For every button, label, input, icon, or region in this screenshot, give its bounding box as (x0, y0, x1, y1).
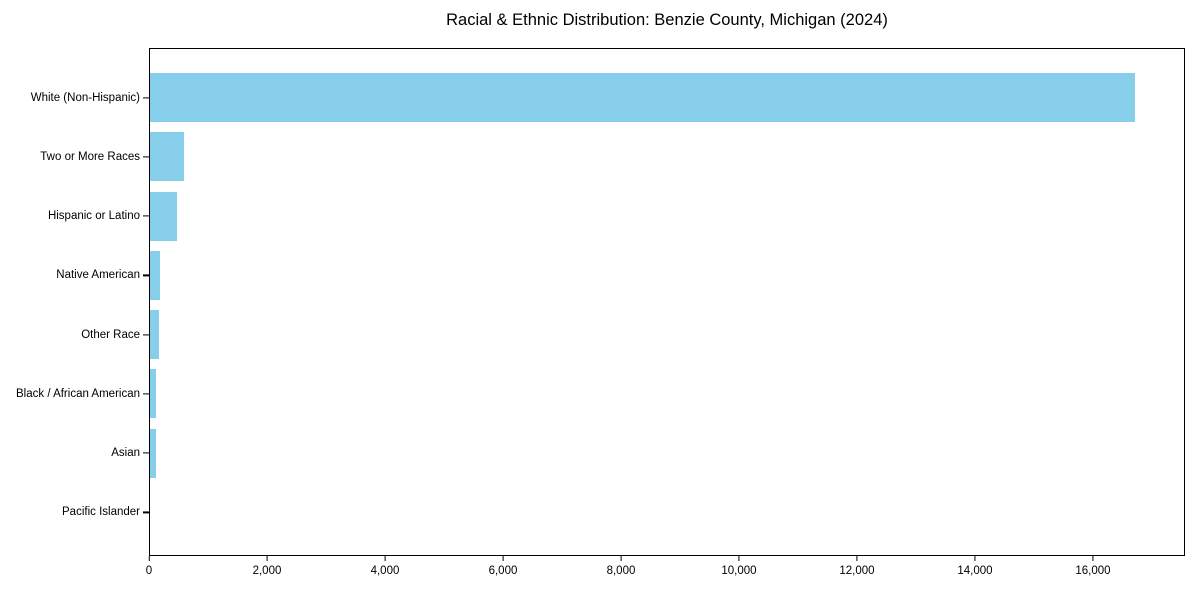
y-tick-label: White (Non-Hispanic) (30, 91, 140, 104)
x-tick-label: 16,000 (1075, 565, 1111, 577)
x-tick: 16,000 (1075, 556, 1111, 577)
y-tick-label: Native American (56, 269, 140, 282)
y-tick-label: Pacific Islander (62, 506, 140, 519)
chart-title: Racial & Ethnic Distribution: Benzie Cou… (446, 11, 888, 29)
y-tick-label: Black / African American (16, 387, 140, 400)
x-tick-label: 14,000 (957, 565, 993, 577)
bar (150, 191, 178, 241)
y-tick-mark (143, 156, 149, 158)
bars-area: White (Non-Hispanic) Two or More Races His… (16, 49, 1184, 555)
bar-row: Two or More Races (40, 127, 1184, 186)
y-tick-label: Two or More Races (40, 150, 140, 163)
x-axis: 0 2,000 4,000 6,000 8,000 10,000 12,000 14,000 1… (146, 556, 1185, 586)
plot-area: White (Non-Hispanic) Two or More Races His… (16, 48, 1185, 556)
x-tick-label: 0 (145, 565, 153, 577)
x-tick: 10,000 (721, 556, 757, 577)
y-tick-label: Asian (111, 447, 140, 460)
bar-row: Pacific Islander (62, 483, 1184, 542)
x-tick: 6,000 (488, 556, 518, 577)
y-tick-mark (143, 334, 149, 336)
x-tick-label: 2,000 (252, 565, 282, 577)
bar (150, 250, 161, 300)
x-tick: 2,000 (252, 556, 282, 577)
x-tick-mark (1092, 556, 1094, 561)
y-tick-mark (143, 452, 149, 454)
y-tick-mark (143, 97, 149, 99)
x-tick-mark (856, 556, 858, 561)
y-tick-mark (143, 393, 149, 395)
bar (150, 369, 157, 419)
y-tick-mark (143, 511, 149, 513)
bar-row: Asian (111, 424, 1184, 483)
x-tick-label: 10,000 (721, 565, 757, 577)
bar-row: White (Non-Hispanic) (31, 68, 1184, 127)
y-tick-mark (143, 274, 149, 276)
x-tick-mark (384, 556, 386, 561)
bar-row: Hispanic or Latino (48, 187, 1184, 246)
x-tick: 8,000 (606, 556, 636, 577)
y-tick-label: Hispanic or Latino (47, 210, 140, 223)
x-tick-mark (266, 556, 268, 561)
x-tick: 14,000 (957, 556, 993, 577)
bar-row: Other Race (81, 305, 1184, 364)
x-tick-label: 4,000 (370, 565, 400, 577)
x-tick: 12,000 (839, 556, 875, 577)
x-tick-mark (738, 556, 740, 561)
x-tick-label: 6,000 (488, 565, 518, 577)
bar (150, 73, 1136, 123)
x-tick-mark (148, 556, 150, 561)
x-tick-mark (974, 556, 976, 561)
bar-row: Native American (56, 246, 1184, 305)
x-tick-mark (620, 556, 622, 561)
y-tick-mark (143, 215, 149, 217)
bar (150, 310, 160, 360)
x-tick-mark (502, 556, 504, 561)
bar (150, 132, 185, 182)
x-tick-label: 8,000 (606, 565, 636, 577)
x-tick: 0 (146, 556, 152, 577)
y-tick-label: Other Race (81, 328, 140, 341)
bar-row: Black / African American (16, 364, 1184, 423)
x-tick: 4,000 (370, 556, 400, 577)
bar (150, 428, 156, 478)
x-tick-label: 12,000 (839, 565, 875, 577)
